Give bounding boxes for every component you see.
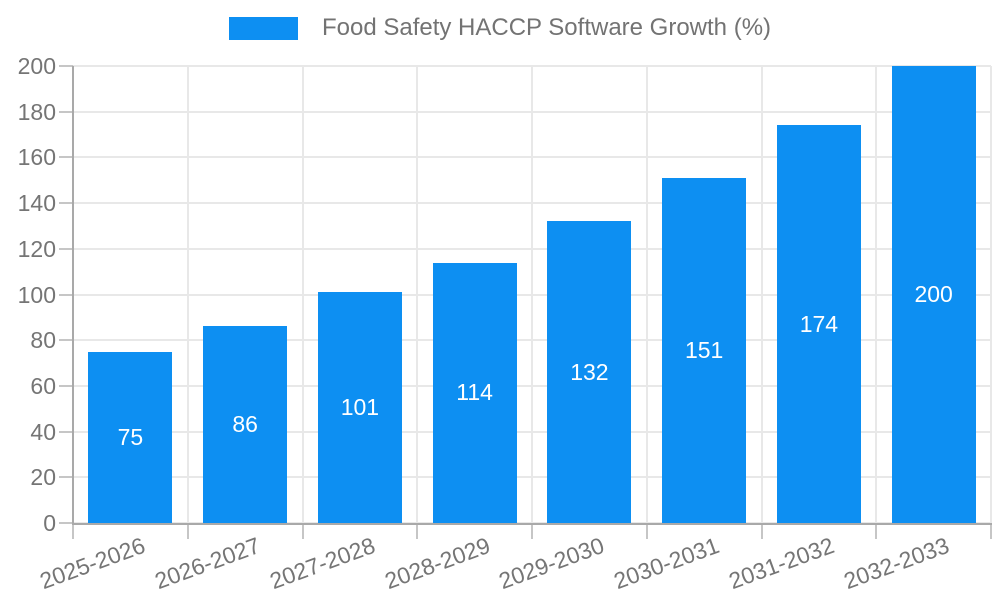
bar-value-label: 114 (456, 379, 493, 406)
bar[interactable]: 114 (432, 262, 517, 523)
x-tick (72, 523, 74, 539)
x-gridline (531, 66, 533, 523)
x-gridline (416, 66, 419, 523)
y-tick (59, 156, 73, 159)
y-tick (59, 65, 73, 67)
x-tick-label: 2025-2026 (36, 532, 149, 595)
y-tick-label: 200 (17, 53, 56, 79)
bar[interactable]: 101 (317, 292, 402, 523)
bar[interactable]: 200 (891, 66, 976, 523)
y-tick-label: 80 (30, 327, 56, 354)
x-tick-label: 2026-2027 (151, 532, 264, 595)
legend-label: Food Safety HACCP Software Growth (%) (321, 14, 772, 41)
bar[interactable]: 151 (662, 177, 747, 523)
bar[interactable]: 132 (547, 221, 632, 523)
x-tick (301, 523, 304, 539)
y-tick-label: 100 (17, 281, 56, 308)
bar[interactable]: 86 (203, 326, 288, 523)
bar-value-label: 132 (570, 358, 609, 385)
bar-value-label: 174 (799, 310, 839, 337)
y-tick (59, 522, 73, 524)
x-tick-label: 2029-2030 (495, 532, 608, 595)
bar-value-label: 86 (232, 411, 258, 438)
bar-value-label: 75 (117, 423, 144, 450)
x-gridline (875, 66, 878, 523)
x-gridline (186, 66, 189, 523)
x-tick-label: 2027-2028 (266, 532, 379, 595)
y-tick (59, 430, 73, 433)
y-tick-label: 180 (17, 98, 56, 125)
x-tick-label: 2030-2031 (610, 532, 723, 595)
bar[interactable]: 174 (776, 125, 861, 523)
x-axis-line (72, 523, 992, 525)
x-tick-label: 2031-2032 (725, 532, 838, 595)
y-tick-label: 120 (17, 235, 56, 262)
x-tick (416, 523, 419, 539)
y-tick-label: 140 (17, 190, 56, 217)
x-gridline (990, 66, 992, 523)
x-tick (645, 523, 648, 539)
y-tick (59, 202, 73, 205)
x-tick (186, 523, 189, 539)
y-tick (59, 293, 73, 296)
y-tick (59, 247, 73, 250)
y-tick (59, 339, 73, 342)
x-gridline (645, 66, 648, 523)
y-tick (59, 110, 73, 113)
y-tick-label: 160 (17, 144, 56, 171)
y-tick-label: 60 (30, 372, 56, 399)
x-tick (990, 523, 992, 539)
legend-swatch (228, 16, 298, 40)
x-gridline (301, 66, 304, 523)
legend[interactable]: Food Safety HACCP Software Growth (%) (0, 14, 1000, 42)
x-tick-label: 2032-2033 (839, 532, 953, 595)
y-tick (59, 384, 73, 387)
y-tick-label: 0 (43, 510, 56, 536)
bar-value-label: 200 (914, 281, 953, 307)
y-tick-label: 40 (30, 418, 56, 445)
x-tick-label: 2028-2029 (380, 532, 494, 595)
x-tick (875, 523, 878, 539)
bar[interactable]: 75 (88, 351, 173, 523)
x-gridline (760, 66, 763, 523)
bar-value-label: 101 (340, 394, 380, 421)
y-axis-line (72, 66, 74, 525)
y-tick (59, 476, 73, 479)
y-tick-label: 20 (30, 464, 56, 491)
x-tick (531, 523, 533, 539)
x-tick (760, 523, 763, 539)
bar-value-label: 151 (684, 336, 724, 363)
